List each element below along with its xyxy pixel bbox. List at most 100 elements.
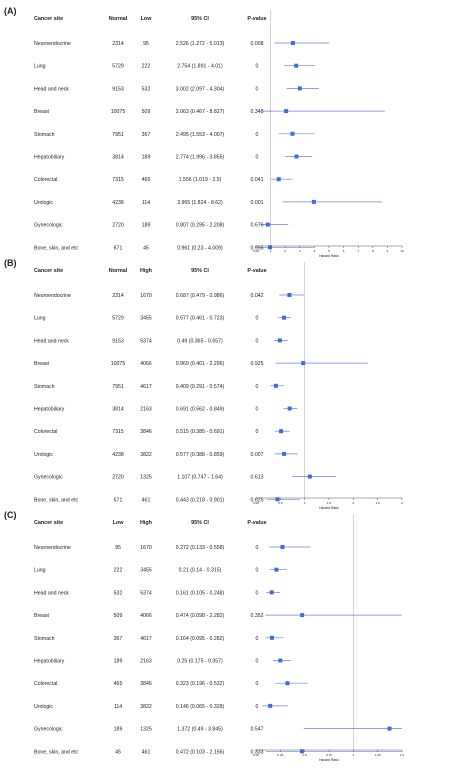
row-count: 7951 bbox=[112, 132, 124, 138]
row-count: 1670 bbox=[140, 545, 152, 551]
row-count: 1670 bbox=[140, 293, 152, 299]
row-ci-label: 0.687 (0.479 - 0.986) bbox=[176, 293, 225, 299]
hr-marker bbox=[290, 131, 295, 136]
row-count: 189 bbox=[114, 659, 123, 665]
x-tick-label: 2 bbox=[284, 249, 286, 253]
row-count: 222 bbox=[114, 568, 123, 574]
row-site-label: Breast bbox=[34, 109, 50, 115]
row-site-label: Neuroendocrine bbox=[34, 293, 71, 299]
row-count: 9153 bbox=[112, 86, 124, 92]
row-count: 4238 bbox=[112, 452, 124, 458]
hr-marker bbox=[297, 86, 302, 91]
row-count: 114 bbox=[114, 704, 122, 710]
x-tick-label: 1 bbox=[304, 501, 306, 505]
row-ci-label: 2.774 (1.996 - 3.855) bbox=[176, 155, 225, 161]
hr-marker bbox=[285, 681, 290, 686]
row-count: 3814 bbox=[112, 407, 124, 413]
row-pvalue: 0 bbox=[256, 568, 259, 574]
row-pvalue: 0 bbox=[256, 590, 259, 596]
row-pvalue: 0 bbox=[256, 429, 259, 435]
row-site-label: Stomach bbox=[34, 132, 55, 138]
hr-marker bbox=[275, 497, 280, 502]
column-header: Cancer site bbox=[34, 520, 63, 526]
x-tick-label: 2 bbox=[352, 501, 354, 505]
row-pvalue: 0.348 bbox=[251, 109, 264, 115]
hr-marker bbox=[268, 703, 273, 708]
row-site-label: Hepatobiliary bbox=[34, 659, 65, 665]
column-header: Low bbox=[141, 16, 153, 22]
row-pvalue: 0.956 bbox=[251, 245, 264, 251]
row-pvalue: 0 bbox=[256, 384, 259, 390]
row-count: 2720 bbox=[112, 475, 124, 481]
row-ci-label: 0.161 (0.105 - 0.248) bbox=[176, 590, 225, 596]
column-header: Low bbox=[113, 520, 125, 526]
row-pvalue: 0 bbox=[256, 316, 259, 322]
row-pvalue: 0.352 bbox=[251, 613, 264, 619]
x-tick-label: 7 bbox=[357, 249, 359, 253]
row-count: 4617 bbox=[140, 636, 152, 642]
hr-marker bbox=[299, 749, 304, 754]
hr-marker bbox=[387, 726, 392, 731]
hr-marker bbox=[284, 109, 289, 114]
row-pvalue: 0 bbox=[256, 704, 259, 710]
row-count: 509 bbox=[114, 613, 123, 619]
hr-marker bbox=[268, 245, 273, 250]
row-ci-label: 0.25 (0.175 - 0.357) bbox=[177, 659, 223, 665]
row-count: 3846 bbox=[140, 681, 152, 687]
row-ci-label: 0.577 (0.461 - 0.723) bbox=[176, 316, 225, 322]
column-header: P-value bbox=[247, 520, 266, 526]
column-header: P-value bbox=[247, 268, 266, 274]
row-pvalue: 0.007 bbox=[251, 452, 264, 458]
x-tick-label: 8 bbox=[372, 249, 374, 253]
x-tick-label: 0.00 bbox=[253, 753, 259, 757]
row-count: 45 bbox=[143, 245, 149, 251]
row-count: 671 bbox=[114, 497, 123, 503]
row-count: 367 bbox=[142, 132, 151, 138]
row-site-label: Hepatobiliary bbox=[34, 155, 65, 161]
hr-marker bbox=[301, 361, 306, 366]
row-site-label: Bone, skin, and etc bbox=[34, 245, 79, 251]
column-header: 95% CI bbox=[191, 16, 209, 22]
row-count: 5729 bbox=[112, 64, 124, 70]
row-count: 5374 bbox=[140, 590, 152, 596]
row-site-label: Neuroendocrine bbox=[34, 545, 71, 551]
row-site-label: Breast bbox=[34, 613, 50, 619]
row-ci-label: 0.443 (0.218 - 0.901) bbox=[176, 497, 225, 503]
row-count: 2163 bbox=[140, 659, 152, 665]
forest-panel-b: (B) Cancer site Normal High 95% CI P-value Ne… bbox=[0, 258, 474, 513]
row-ci-label: 0.474 (0.098 - 2.282) bbox=[176, 613, 225, 619]
hr-marker bbox=[274, 567, 279, 572]
column-header: 95% CI bbox=[191, 520, 209, 526]
row-pvalue: 0.333 bbox=[251, 749, 264, 755]
row-ci-label: 0.164 (0.095 - 0.282) bbox=[176, 636, 225, 642]
row-count: 45 bbox=[115, 749, 121, 755]
row-count: 7315 bbox=[112, 429, 124, 435]
row-pvalue: 0 bbox=[256, 407, 259, 413]
row-pvalue: 0 bbox=[256, 338, 259, 344]
row-site-label: Hepatobiliary bbox=[34, 407, 65, 413]
row-site-label: Lung bbox=[34, 568, 46, 574]
hr-marker bbox=[280, 545, 285, 549]
hr-marker bbox=[282, 315, 287, 320]
row-pvalue: 0.042 bbox=[251, 293, 264, 299]
row-site-label: Gynecologic bbox=[34, 475, 63, 481]
row-ci-label: 3.965 (1.824 - 8.62) bbox=[177, 200, 223, 206]
hr-marker bbox=[311, 199, 316, 204]
hr-marker bbox=[307, 474, 312, 479]
x-tick-label: 1.5 bbox=[327, 501, 332, 505]
x-tick-label: 1 bbox=[270, 249, 272, 253]
column-header: High bbox=[140, 268, 152, 274]
row-pvalue: 0 bbox=[256, 545, 259, 551]
x-tick-label: 10 bbox=[400, 249, 404, 253]
row-ci-label: 0.409 (0.291 - 0.574) bbox=[176, 384, 225, 390]
x-tick-label: 6 bbox=[343, 249, 345, 253]
forest-panel-a: (A) Cancer site Normal Low 95% CI P-value Neu… bbox=[0, 6, 474, 261]
row-count: 4066 bbox=[140, 613, 152, 619]
row-ci-label: 2.526 (1.272 - 5.013) bbox=[176, 41, 225, 47]
hr-marker bbox=[294, 154, 299, 159]
row-count: 509 bbox=[142, 109, 151, 115]
x-tick-label: 0.00 bbox=[253, 249, 259, 253]
row-count: 461 bbox=[142, 497, 151, 503]
row-count: 3814 bbox=[112, 155, 124, 161]
row-pvalue: 0.925 bbox=[251, 361, 264, 367]
